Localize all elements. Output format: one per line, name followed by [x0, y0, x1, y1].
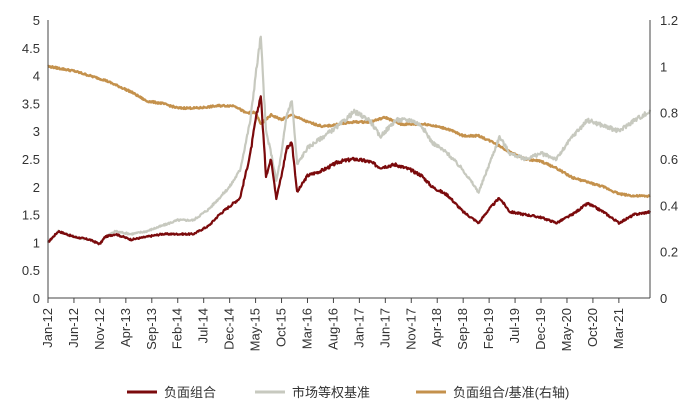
x-tick-label: Jul-14 [196, 308, 211, 343]
right-tick-label: 1 [660, 59, 667, 74]
x-tick-label: Jan-17 [351, 308, 366, 348]
x-tick-label: Jul-19 [507, 308, 522, 343]
x-tick-label: May-20 [559, 308, 574, 351]
x-tick-label: Nov-12 [92, 308, 107, 350]
left-tick-label: 4.5 [22, 41, 40, 56]
legend-label: 负面组合/基准(右轴) [453, 385, 569, 400]
right-tick-label: 1.2 [660, 13, 678, 28]
x-tick-label: Aug-16 [325, 308, 340, 350]
x-tick-label: Jun-12 [66, 308, 81, 348]
x-tick-label: Apr-13 [118, 308, 133, 347]
left-tick-label: 1 [33, 235, 40, 250]
x-tick-label: Oct-20 [585, 308, 600, 347]
x-tick-label: Feb-14 [170, 308, 185, 349]
right-tick-label: 0.6 [660, 152, 678, 167]
x-tick-label: Jan-12 [40, 308, 55, 348]
legend: 负面组合 市场等权基准 负面组合/基准(右轴) [127, 385, 569, 400]
x-tick-label: Sep-13 [144, 308, 159, 350]
x-tick-label: Dec-19 [533, 308, 548, 350]
left-tick-label: 2 [33, 180, 40, 195]
right-tick-label: 0 [660, 291, 667, 306]
left-tick-label: 2.5 [22, 152, 40, 167]
x-tick-label: Mar-16 [300, 308, 315, 349]
x-tick-label: Feb-19 [481, 308, 496, 349]
x-tick-label: Jun-17 [377, 308, 392, 348]
x-tick-label: Sep-18 [455, 308, 470, 350]
x-tick-label: Oct-15 [274, 308, 289, 347]
legend-label: 市场等权基准 [292, 385, 370, 400]
left-tick-label: 4 [33, 69, 40, 84]
axes: 0 0.5 1 1.5 2 2.5 3 3.5 4 4.5 5 0 0.2 0.4 0.6 0.8 1 1.2 Ja… [22, 13, 678, 351]
x-tick-label: Apr-18 [429, 308, 444, 347]
series-line-0 [47, 95, 652, 246]
x-tick-label: Dec-14 [222, 308, 237, 350]
x-tick-label: May-15 [248, 308, 263, 351]
x-tick-label: Mar-21 [611, 308, 626, 349]
series-line-1 [46, 35, 652, 245]
left-tick-label: 3 [33, 124, 40, 139]
series-line-2 [47, 64, 651, 199]
right-tick-label: 0.8 [660, 106, 678, 121]
x-tick-label: Nov-17 [403, 308, 418, 350]
plot-area [46, 35, 652, 246]
left-tick-label: 0.5 [22, 263, 40, 278]
left-tick-label: 3.5 [22, 96, 40, 111]
right-tick-label: 0.4 [660, 198, 678, 213]
left-tick-label: 5 [33, 13, 40, 28]
legend-label: 负面组合 [164, 385, 216, 400]
left-tick-label: 0 [33, 291, 40, 306]
right-tick-label: 0.2 [660, 245, 678, 260]
left-tick-label: 1.5 [22, 208, 40, 223]
